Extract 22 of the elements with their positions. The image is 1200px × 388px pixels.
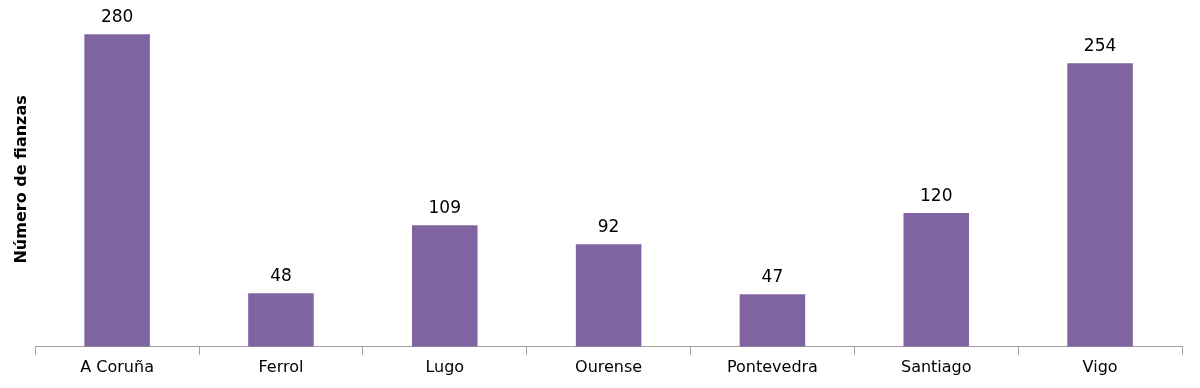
bar <box>575 244 642 347</box>
data-label: 109 <box>428 197 461 218</box>
x-tick-label: Lugo <box>425 356 465 376</box>
y-axis-title: Número de fianzas <box>10 95 30 264</box>
data-label: 47 <box>761 266 784 287</box>
bar <box>739 294 806 347</box>
x-tick-label: Pontevedra <box>726 356 818 376</box>
data-label: 48 <box>270 265 292 286</box>
data-label: 280 <box>100 6 134 27</box>
bar <box>903 212 970 347</box>
bar <box>248 293 314 347</box>
bar <box>84 34 150 347</box>
data-label: 92 <box>597 216 620 237</box>
bar <box>1067 63 1133 347</box>
bar <box>412 225 478 347</box>
x-tick-label: Ferrol <box>258 356 304 376</box>
x-tick-label: Santiago <box>900 356 972 376</box>
data-label: 120 <box>920 184 953 205</box>
x-tick-label: A Coruña <box>80 356 154 376</box>
x-tick-label: Vigo <box>1082 356 1118 376</box>
data-label: 254 <box>1083 35 1117 56</box>
x-tick-label: Ourense <box>575 356 643 376</box>
